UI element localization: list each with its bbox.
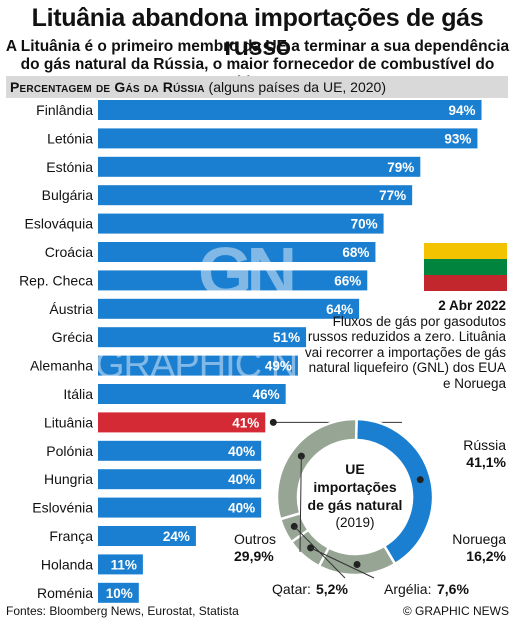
label-others-value: 29,9% [234,548,274,564]
subtitle-line-1: A Lituânia é o primeiro membro da UE a t… [5,38,510,55]
category-label-italia: Itália [63,386,93,402]
flag-stripe-green [424,259,507,275]
value-label-italia: 46% [253,387,280,402]
value-label-bulgaria: 77% [379,188,406,203]
value-label-hungria: 40% [228,472,255,487]
value-label-letonia: 93% [444,131,471,146]
value-label-eslovenia: 40% [228,501,255,516]
category-label-bulgaria: Bulgária [42,187,94,203]
bar-grecia [98,327,307,348]
bar-letonia [98,128,478,149]
bar-austria [98,298,360,319]
donut-center-line-4: (2019) [335,515,374,530]
category-label-finlandia: Finlândia [36,102,93,118]
label-others-name: Outros [234,531,276,547]
category-label-letonia: Letónia [47,130,93,146]
value-label-austria: 64% [326,302,353,317]
value-label-croacia: 68% [342,245,369,260]
chart-header-qualifier: (alguns países da UE, 2020) [208,79,386,95]
value-label-alemanha: 49% [265,359,292,374]
flag-stripe-red [424,275,507,291]
bar-croacia [98,242,376,262]
donut-leader-algeria [310,547,375,579]
category-label-austria: Áustria [49,301,93,317]
bar-eslovaquia [98,213,384,234]
bar-lituania [98,412,266,433]
donut-center-line-1: UE [345,461,364,477]
lithuania-connector-dot [269,418,277,426]
category-label-alemanha: Alemanha [30,358,93,374]
donut-center-line-2: importações [313,479,396,495]
bar-franca [98,526,196,546]
donut-marker-russia [416,476,424,484]
label-russia-name: Rússia [463,437,506,453]
category-label-eslovenia: Eslovénia [32,500,93,516]
category-label-estonia: Estónia [46,159,93,175]
category-label-lituania: Lituânia [44,414,93,430]
bar-eslovenia [98,497,262,518]
bar-polonia [98,440,262,461]
bar-romenia [98,582,139,603]
category-label-eslovaquia: Eslováquia [25,216,94,232]
footer-sources: Fontes: Bloomberg News, Eurostat, Statis… [6,604,239,618]
label-qatar-value: 5,2% [316,581,348,597]
value-label-lituania: 41% [232,415,259,430]
note-text: Fluxos de gás por gasodutos russos reduz… [304,313,506,391]
label-russia-value: 41,1% [466,454,506,470]
category-label-polonia: Polónia [46,443,93,459]
category-label-romenia: Roménia [37,585,93,601]
category-label-franca: França [49,528,93,544]
label-qatar-name: Qatar: [272,581,311,597]
label-algeria-value: 7,6% [437,581,469,597]
bar-estonia [98,156,421,177]
value-label-eslovaquia: 70% [351,217,378,232]
bar-hungria [98,469,262,490]
label-algeria-name: Argélia: [384,581,431,597]
value-label-grecia: 51% [273,330,300,345]
value-label-finlandia: 94% [448,103,475,118]
value-label-rep-checa: 66% [334,273,361,288]
value-label-polonia: 40% [228,444,255,459]
bar-rep-checa [98,270,368,291]
page-title: Lituânia abandona importações de gás rus… [31,4,484,61]
chart-header: Percentagem de Gás da Rússia (alguns paí… [10,79,386,95]
category-label-grecia: Grécia [52,329,93,345]
bar-holanda [98,554,143,575]
note-date: 2 Abr 2022 [438,298,506,313]
donut-marker-noruega [353,560,361,568]
value-label-holanda: 11% [111,557,137,572]
bar-bulgaria [98,185,413,206]
value-label-estonia: 79% [387,160,414,175]
value-label-franca: 24% [163,529,190,544]
category-label-holanda: Holanda [41,556,93,572]
category-label-croacia: Croácia [45,244,93,260]
lithuania-note: 2 Abr 2022 Fluxos de gás por gasodutos r… [300,298,506,391]
donut-slice-outros [275,417,358,521]
donut-center-line-3: de gás natural [308,497,403,513]
bar-alemanha [98,355,298,376]
chart-header-label: Percentagem de Gás da Rússia [10,79,205,95]
donut-leader-qatar [293,526,346,579]
donut-leader-others [299,456,302,553]
label-norway-value: 16,2% [466,548,506,564]
footer-credit: © GRAPHIC NEWS [402,604,509,618]
bar-finlandia [98,100,482,120]
donut-slice-noruega [317,544,397,577]
label-norway-name: Noruega [452,531,506,547]
lithuania-flag [424,243,507,291]
category-label-hungria: Hungria [44,471,93,487]
value-label-romenia: 10% [106,586,133,601]
chart-header-bar [6,76,508,98]
bar-italia [98,384,286,404]
category-label-rep-checa: Rep. Checa [19,272,93,288]
flag-stripe-yellow [424,243,507,259]
